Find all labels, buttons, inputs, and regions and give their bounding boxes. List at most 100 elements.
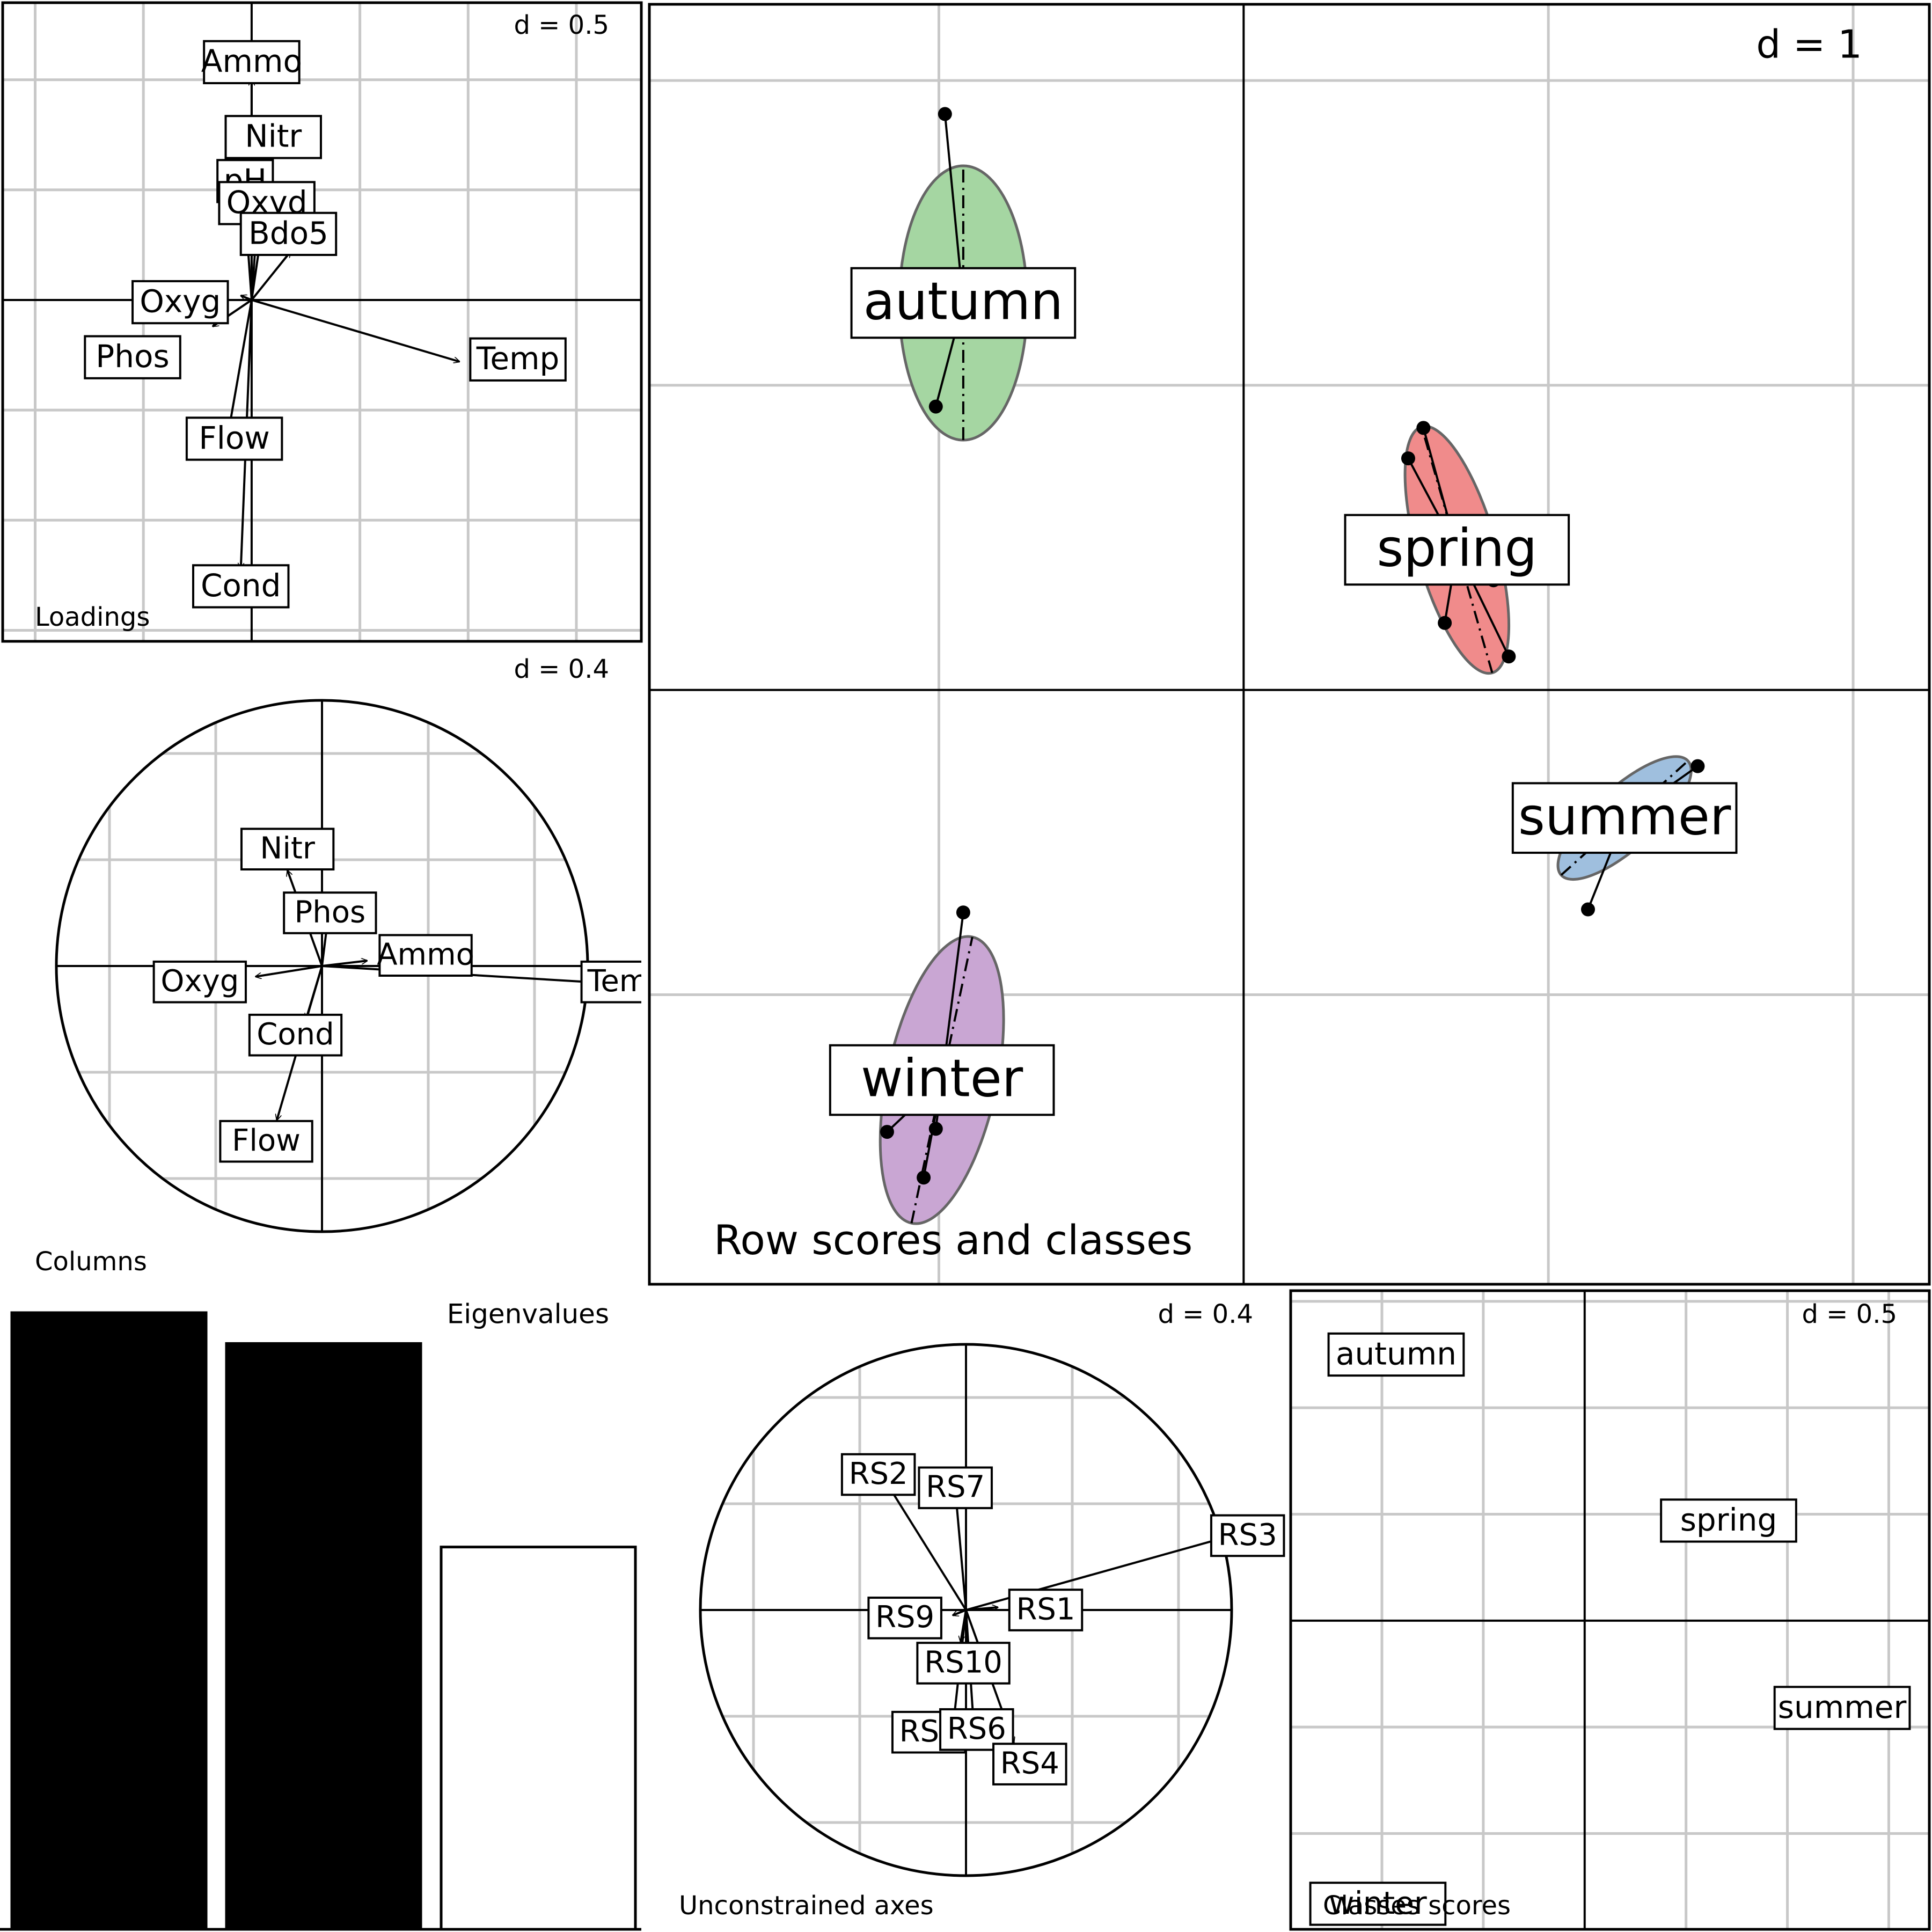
label-temp-text: Temp <box>587 964 668 999</box>
arrow-rs2 <box>885 1482 967 1611</box>
class-label-autumn: autumn <box>850 267 1077 339</box>
classes-score-summer: summer <box>1773 1686 1911 1730</box>
label-rs2-text: RS2 <box>849 1457 908 1491</box>
classes-scores-d-label: d = 0.5 <box>1802 1299 1897 1329</box>
label-temp-text: Temp <box>476 340 560 377</box>
classes-score-summer-box <box>1773 1686 1911 1730</box>
label-rs10: RS10 <box>916 1642 1011 1685</box>
label-oxyg-text: Oxyg <box>140 283 221 319</box>
row-scores-frame <box>648 3 1931 1286</box>
label-rs7: RS7 <box>918 1466 993 1510</box>
label-ammo-text: Ammo <box>201 43 302 79</box>
arrow-rs7 <box>955 1490 967 1611</box>
panel-row-scores: autumn spring summer winter d = 1 Row scores … <box>648 3 1931 1286</box>
label-rs3-text: RS3 <box>1218 1518 1277 1553</box>
eigenvalue-bar-1 <box>10 1311 208 1931</box>
label-phos-text: Phos <box>294 895 365 930</box>
label-rs9-box <box>867 1597 942 1640</box>
label-flow-box <box>185 416 283 461</box>
label-rs9: RS9 <box>867 1597 942 1640</box>
label-oxyg: Oxyg <box>131 280 229 325</box>
classes-score-spring-text: spring <box>1680 1502 1777 1538</box>
label-cond-box <box>248 1013 343 1057</box>
label-rs4: RS4 <box>992 1743 1067 1785</box>
label-bdo5-box <box>239 211 338 257</box>
label-nitr: Nitr <box>240 828 335 871</box>
classes-scores-title: Classes scores <box>1323 1891 1511 1921</box>
label-ammo: Ammo <box>201 40 302 84</box>
label-phos-box <box>84 335 181 379</box>
label-cond-text: Cond <box>257 1017 334 1052</box>
class-label-summer: summer <box>1511 782 1738 854</box>
columns-d-label: d = 0.4 <box>514 654 609 684</box>
class-label-autumn-box <box>850 267 1077 339</box>
label-ammo-box <box>378 934 473 977</box>
label-cond: Cond <box>248 1013 343 1057</box>
label-rs7-text: RS7 <box>926 1470 985 1505</box>
arrow-rs1 <box>965 1607 998 1611</box>
label-rs2: RS2 <box>840 1453 916 1496</box>
label-phos: Phos <box>84 335 181 379</box>
classes-score-spring: spring <box>1660 1498 1797 1543</box>
class-label-spring-text: spring <box>1377 518 1537 579</box>
point-spring <box>1401 451 1415 466</box>
loadings-d-label: d = 0.5 <box>514 10 609 40</box>
arrow-flow <box>230 299 253 423</box>
axis-winter <box>910 936 974 1224</box>
row-scores-d-label: d = 1 <box>1756 22 1862 67</box>
label-rs1: RS1 <box>1008 1589 1084 1631</box>
class-label-spring-box <box>1344 514 1570 586</box>
point-winter <box>880 1125 894 1139</box>
label-phos-text: Phos <box>96 338 169 375</box>
classes-score-autumn-text: autumn <box>1336 1335 1457 1372</box>
label-rs3: RS3 <box>1210 1514 1285 1557</box>
point-autumn <box>938 107 952 121</box>
label-oxyg: Oxyg <box>152 960 247 1004</box>
unconstrained-d-label: d = 0.4 <box>1158 1299 1253 1329</box>
point-winter <box>928 1122 943 1136</box>
label-nitr-box <box>240 828 335 871</box>
panel-columns: Temp Nitr Phos Ammo Oxyg Cond Flow d = 0.4 Colum… <box>35 654 668 1277</box>
label-nitr-box <box>224 115 322 159</box>
label-rs7-box <box>918 1466 993 1510</box>
point-winter <box>956 905 970 920</box>
point-spring <box>1416 421 1431 435</box>
label-flow-text: Flow <box>199 420 269 456</box>
label-cond-box <box>192 564 290 609</box>
unconstrained-title: Unconstrained axes <box>679 1891 934 1921</box>
label-temp-box <box>580 960 641 1004</box>
point-spring <box>1502 649 1516 664</box>
class-label-spring: spring <box>1344 514 1570 586</box>
point-autumn <box>928 399 943 414</box>
class-label-winter: winter <box>829 1044 1055 1116</box>
arrow-rs9 <box>953 1609 967 1615</box>
label-rs6-text: RS6 <box>947 1711 1006 1746</box>
label-ammo-text: Ammo <box>377 938 474 972</box>
label-oxyg-text: Oxyg <box>160 964 239 999</box>
label-cond: Cond <box>192 564 290 609</box>
label-phos-box <box>283 891 377 934</box>
label-rs4-box <box>992 1743 1067 1785</box>
arrow-bdo5 <box>251 252 291 301</box>
label-ammo-box <box>203 40 301 84</box>
unconstrained-circle <box>699 1343 1233 1877</box>
arrow-rs3 <box>965 1535 1232 1611</box>
classes-score-autumn-box <box>1327 1332 1465 1377</box>
class-label-summer-text: summer <box>1518 786 1731 846</box>
point-summer <box>1690 759 1705 773</box>
classes-scores-grid <box>1291 1291 1929 1929</box>
loadings-grid <box>3 3 641 641</box>
label-flow-box <box>219 1119 313 1163</box>
eigenvalue-bar-2 <box>225 1342 422 1931</box>
classes-score-winter-box <box>1309 1882 1447 1926</box>
label-flow: Flow <box>185 416 283 461</box>
class-label-summer-box <box>1511 782 1738 854</box>
label-nitr-text: Nitr <box>245 118 302 155</box>
label-cond-text: Cond <box>201 567 281 604</box>
classes-score-spring-box <box>1660 1498 1797 1543</box>
arrow-temp <box>251 299 459 362</box>
label-rs2-box <box>840 1453 916 1496</box>
